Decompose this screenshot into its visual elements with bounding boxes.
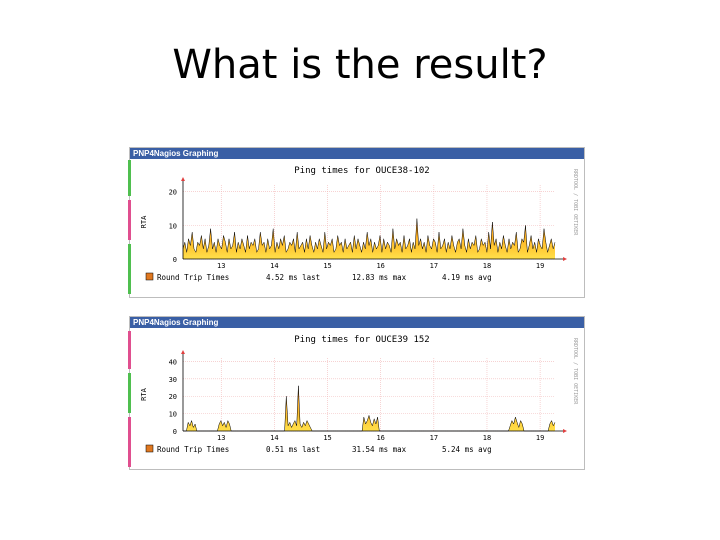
y-axis-label: RTA bbox=[140, 215, 148, 228]
legend-label: Round Trip Times bbox=[157, 273, 229, 282]
x-tick-label: 18 bbox=[483, 434, 491, 442]
ping-graph-panel-2: PNP4Nagios Graphing Ping times for OUCE3… bbox=[128, 316, 585, 470]
x-tick-label: 18 bbox=[483, 262, 491, 270]
series-line bbox=[182, 218, 556, 254]
chart-title: Ping times for OUCE39 152 bbox=[294, 335, 429, 345]
y-tick-label: 20 bbox=[169, 393, 177, 401]
x-tick-label: 16 bbox=[376, 434, 384, 442]
status-strip bbox=[128, 200, 131, 240]
y-axis-arrow bbox=[181, 177, 185, 181]
x-tick-label: 17 bbox=[430, 262, 438, 270]
ping-graph-panel-1: PNP4Nagios Graphing Ping times for OUCE3… bbox=[128, 147, 585, 298]
status-strip bbox=[128, 417, 131, 467]
x-axis-arrow bbox=[563, 257, 567, 261]
x-tick-label: 15 bbox=[323, 434, 331, 442]
y-tick-label: 30 bbox=[169, 376, 177, 384]
y-tick-label: 20 bbox=[169, 189, 177, 197]
series-area bbox=[183, 218, 555, 259]
x-tick-label: 14 bbox=[270, 262, 278, 270]
side-credit: RRDTOOL / TOBI OETIKER bbox=[572, 338, 578, 405]
x-tick-label: 13 bbox=[217, 434, 225, 442]
panel-header: PNP4Nagios Graphing bbox=[130, 148, 584, 159]
y-axis-arrow bbox=[181, 350, 185, 354]
series-area bbox=[183, 385, 555, 431]
legend-last: 0.51 ms last bbox=[266, 445, 320, 454]
y-axis-label: RTA bbox=[140, 387, 148, 400]
x-tick-label: 15 bbox=[323, 262, 331, 270]
y-tick-label: 10 bbox=[169, 411, 177, 419]
legend-label: Round Trip Times bbox=[157, 445, 229, 454]
x-axis-arrow bbox=[563, 429, 567, 433]
panel-header: PNP4Nagios Graphing bbox=[130, 317, 584, 328]
ping-chart-1: Ping times for OUCE38-102 RRDTOOL / TOBI … bbox=[140, 166, 578, 282]
chart-title: Ping times for OUCE38-102 bbox=[294, 166, 429, 176]
status-strip bbox=[128, 160, 131, 196]
legend-avg: 5.24 ms avg bbox=[442, 445, 492, 454]
y-tick-label: 0 bbox=[173, 428, 177, 436]
x-tick-label: 13 bbox=[217, 262, 225, 270]
status-strip bbox=[128, 244, 131, 294]
legend-avg: 4.19 ms avg bbox=[442, 273, 492, 282]
slide-title: What is the result? bbox=[172, 42, 548, 88]
x-tick-label: 19 bbox=[536, 434, 544, 442]
status-strip bbox=[128, 331, 131, 369]
x-tick-label: 14 bbox=[270, 434, 278, 442]
x-tick-label: 17 bbox=[430, 434, 438, 442]
y-tick-label: 40 bbox=[169, 358, 177, 366]
legend-max: 31.54 ms max bbox=[352, 445, 407, 454]
legend-swatch bbox=[145, 272, 154, 281]
legend-last: 4.52 ms last bbox=[266, 273, 320, 282]
legend-max: 12.83 ms max bbox=[352, 273, 407, 282]
y-tick-label: 0 bbox=[173, 256, 177, 264]
legend-swatch bbox=[145, 444, 154, 453]
x-tick-label: 19 bbox=[536, 262, 544, 270]
y-tick-label: 10 bbox=[169, 222, 177, 230]
x-tick-label: 16 bbox=[376, 262, 384, 270]
status-strip bbox=[128, 373, 131, 413]
ping-chart-2: Ping times for OUCE39 152 RRDTOOL / TOBI … bbox=[140, 335, 578, 454]
side-credit: RRDTOOL / TOBI OETIKER bbox=[572, 169, 578, 236]
